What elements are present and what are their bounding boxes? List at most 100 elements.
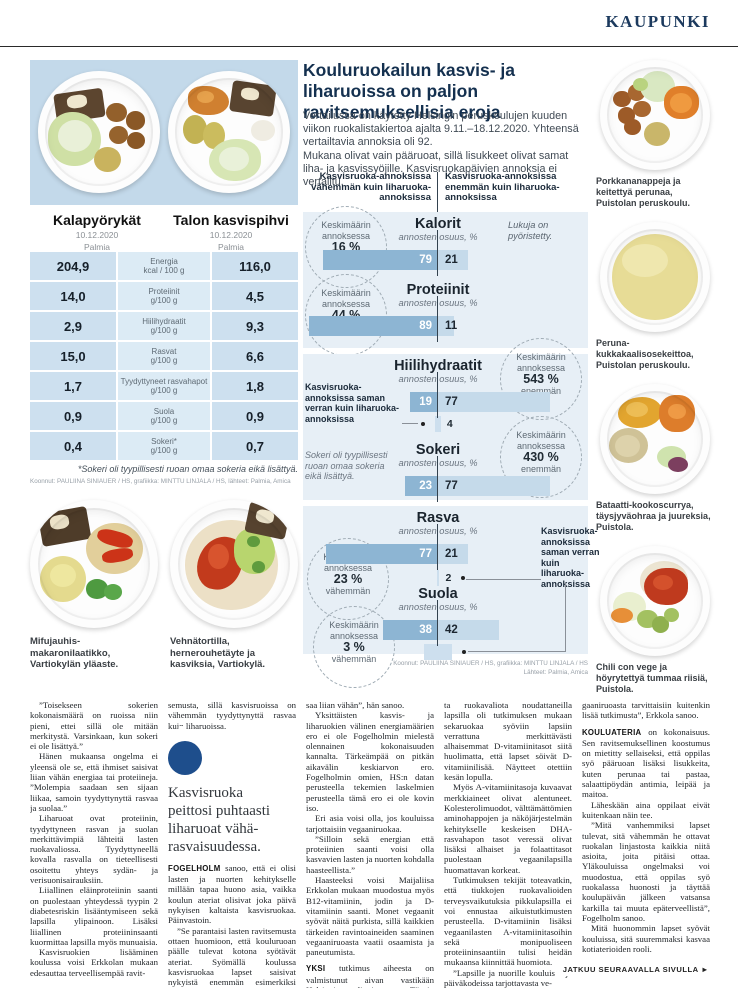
article-paragraph: Fogelholm sanoo, että ei olisi lasten ja… <box>168 862 296 926</box>
table-row: 0,9 Suola g/100 g 0,9 <box>30 402 298 430</box>
avg-prefix: Keskimäärin annoksessa <box>321 288 371 309</box>
table-value-left: 14,0 <box>30 282 116 310</box>
article-paragraph: gaaniruoasta tarvittaisiin kuitenkin lis… <box>582 700 710 721</box>
food-item <box>250 119 276 141</box>
continues-label: JATKUU SEURAAVALLA SIVULLA <box>562 965 699 974</box>
table-row: 2,9 Hiilihydraatit g/100 g 9,3 <box>30 312 298 340</box>
bar-value: 42 <box>445 623 458 636</box>
paragraph-lead: Yksi <box>306 964 326 974</box>
food-item <box>251 561 265 573</box>
table-value-left: 2,9 <box>30 312 116 340</box>
bar-more: 21 <box>438 250 469 270</box>
right-photo-column: Porkkananappeja ja keitettyä perunaa, Pu… <box>596 60 714 708</box>
article-paragraph: Kouluateria on kokonaisuus. Sen ravitsem… <box>582 726 710 800</box>
food-item <box>611 607 633 623</box>
avg-value: 16 % <box>331 240 361 254</box>
food-item <box>108 125 129 145</box>
legend-more-header: Kasvisruoka-annoksissa enemmän kuin liha… <box>445 171 560 203</box>
paragraph-lead: Kouluateria <box>582 727 642 737</box>
table-footnote: *Sokeri oli tyypillisesti ruoan omaa sok… <box>77 464 298 474</box>
food-item <box>624 119 641 135</box>
bar-same <box>435 416 441 432</box>
bar-value: 21 <box>445 253 458 266</box>
bar-value: 11 <box>445 319 458 332</box>
food-item <box>208 543 229 570</box>
table-label: Tyydyttyneet rasvahapot g/100 g <box>118 372 210 400</box>
chart-title: Hiilihydraatit <box>394 358 482 374</box>
article-paragraph: Liiallinen eläinproteiinin saanti on puo… <box>30 885 158 947</box>
avg-circle-suola: Keskimäärin annoksessa 3 % vähemmän <box>313 606 395 688</box>
same-bar-row: 19 <box>303 644 588 660</box>
bar-less: 77 <box>326 544 438 564</box>
food-item <box>182 114 208 145</box>
food-item <box>127 132 146 150</box>
arrow-right-icon: ► <box>700 965 709 974</box>
connector-line <box>466 579 541 580</box>
photo-kalapyorykat <box>38 71 160 193</box>
bar-more: 77 <box>438 476 550 496</box>
same-bar-row: 4 <box>303 416 588 432</box>
table-value-right: 1,8 <box>212 372 298 400</box>
article-column-5: gaaniruoasta tarvittaisiin kuitenkin lis… <box>582 700 710 988</box>
avg-prefix: Keskimäärin annoksessa <box>516 352 566 373</box>
dish-source: Palmia <box>218 242 244 252</box>
pull-quote: ’ Kasvisruoka peittosi puhtaasti liharuoa… <box>168 719 296 856</box>
table-value-right: 116,0 <box>212 252 298 280</box>
table-row: 15,0 Rasvat g/100 g 6,6 <box>30 342 298 370</box>
article-paragraph: ”Se parantaisi lasten ravitsemusta ottae… <box>168 925 296 988</box>
infographic-credit: Koonnut: PAULIINA SINIAUER / HS, grafiik… <box>303 660 588 677</box>
food-item <box>615 434 640 457</box>
food-item <box>670 93 693 113</box>
section-title: KAUPUNKI <box>605 12 710 31</box>
bar-same <box>424 644 452 660</box>
dish-compare-block: Kalapyörykät 10.12.2020 Palmia Talon kas… <box>30 60 298 252</box>
article-paragraph: Kasvisruokien lisääminen koulussa voisi … <box>30 947 158 978</box>
bar-value: 38 <box>419 623 432 636</box>
chart-title: Proteiinit <box>406 282 470 298</box>
avg-circle-sokeri: Keskimäärin annoksessa 430 % enemmän <box>500 416 582 498</box>
avg-value: 430 % <box>523 450 559 464</box>
table-label: Hiilihydraatit g/100 g <box>118 312 210 340</box>
connector-line <box>565 582 566 652</box>
photo-keitto <box>600 222 710 332</box>
article-body: ”Toisekseen sokerien kokonaismäärä on ru… <box>30 700 710 988</box>
left-photo-1: Mifujauhis-makaronilaatikko, Vartiokylän… <box>30 500 160 671</box>
avg-prefix: Keskimäärin annoksessa <box>329 620 379 641</box>
dish-right: Talon kasvispihvi 10.12.2020 Palmia <box>164 212 298 252</box>
avg-value: 44 % <box>331 308 361 322</box>
food-item <box>246 535 260 548</box>
bar-value: 77 <box>445 479 458 492</box>
article-paragraph: ”Toisekseen sokerien kokonaismäärä on ru… <box>30 700 158 752</box>
food-item <box>622 244 669 277</box>
article-paragraph: ”Silloin sekä energian että proteiinien … <box>306 833 434 875</box>
article-paragraph: Liharuoat ovat proteiinin, tyydyttyneen … <box>30 813 158 886</box>
photo-caption: Chili con vege ja höyrytettyä tummaa rii… <box>596 662 708 694</box>
avg-suffix: vähemmän <box>331 653 377 664</box>
photo-caption: Mifujauhis-makaronilaatikko, Vartiokylän… <box>30 636 119 670</box>
table-value-right: 0,9 <box>212 402 298 430</box>
table-value-right: 4,5 <box>212 282 298 310</box>
sokeri-note: Sokeri oli tyypillisesti ruoan omaa soke… <box>305 450 388 481</box>
photo-tortilla <box>170 500 298 628</box>
infographic-intro: Vertailussa on käytetty Helsingin perusk… <box>303 110 579 148</box>
bar-less: 38 <box>382 620 438 640</box>
bar-value: 23 <box>419 479 432 492</box>
bar-less: 19 <box>410 392 438 412</box>
food-item <box>644 121 671 146</box>
chart-panel-2: Keskimäärin annoksessa 543 % enemmän Kes… <box>303 338 588 502</box>
connector-dot <box>421 422 426 426</box>
photo-porkkananapit <box>600 60 710 170</box>
photo-curry <box>600 384 710 494</box>
chart-panel-3: Keskimäärin annoksessa 23 % vähemmän Kes… <box>303 506 600 688</box>
connector-line <box>402 423 418 424</box>
food-item <box>663 607 680 622</box>
food-item <box>613 90 631 108</box>
dish-source: Palmia <box>84 242 110 252</box>
dish-left: Kalapyörykät 10.12.2020 Palmia <box>30 212 164 252</box>
food-item <box>106 102 128 123</box>
article-paragraph: semusta, sillä kasvisruoissa on vähemmän… <box>168 700 296 731</box>
photo-makaronilaatikko <box>30 500 158 628</box>
table-value-left: 1,7 <box>30 372 116 400</box>
rounding-note: Lukuja on pyöristetty. <box>508 220 553 241</box>
table-row: 0,4 Sokeri* g/100 g 0,7 <box>30 432 298 460</box>
